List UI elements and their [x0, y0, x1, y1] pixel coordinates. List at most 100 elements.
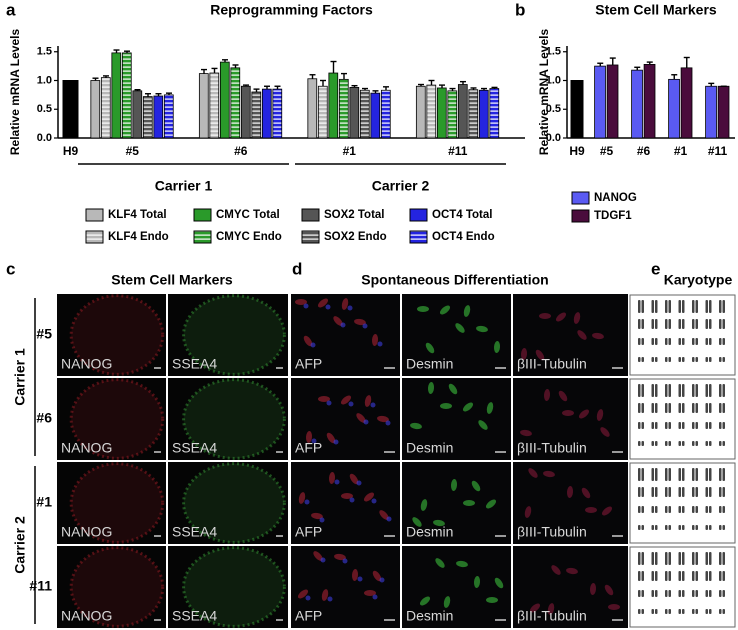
chromosome: [665, 441, 668, 446]
chromosome: [665, 422, 668, 429]
nucleus: [362, 323, 368, 329]
chromosome: [651, 609, 654, 614]
cell: [372, 570, 382, 582]
panel-letter: a: [6, 0, 16, 19]
chromosome: [668, 357, 671, 362]
chromosome: [641, 525, 644, 530]
chromosome: [695, 506, 698, 513]
cell: [439, 305, 451, 315]
chromosome: [665, 487, 668, 497]
legend-label: SOX2 Endo: [324, 231, 387, 243]
legend-label: NANOG: [594, 192, 637, 204]
chromosome: [719, 590, 722, 597]
channel-label: Desmin: [406, 440, 453, 456]
chromosome: [719, 506, 722, 513]
nucleus: [349, 497, 355, 503]
chromosome: [651, 422, 654, 429]
chromosome: [651, 590, 654, 597]
chromosome: [709, 357, 712, 362]
chromosome: [641, 552, 644, 565]
chromosome: [665, 403, 668, 413]
chromosome: [709, 590, 712, 597]
cell: [297, 589, 309, 599]
chromosome: [682, 422, 685, 429]
chromosome: [655, 338, 658, 345]
micrograph: [402, 546, 511, 628]
chromosome: [695, 441, 698, 446]
chromosome: [692, 403, 695, 413]
channel-label: Desmin: [406, 608, 453, 624]
cell: [340, 395, 352, 405]
chromosome: [638, 609, 641, 614]
cell: [363, 492, 375, 502]
bar: [359, 89, 370, 139]
y-tick-label: 0.0: [546, 132, 561, 144]
chromosome: [665, 338, 668, 345]
micrograph: [57, 546, 166, 628]
channel-label: SSEA4: [172, 524, 217, 540]
chromosome: [705, 357, 708, 362]
cell: [562, 410, 574, 416]
nucleus: [305, 595, 311, 601]
bar: [153, 95, 164, 139]
legend-label: OCT4 Total: [432, 209, 492, 221]
chromosome: [678, 468, 681, 481]
chromosome: [719, 319, 722, 329]
chromosome: [692, 357, 695, 362]
x-tick-label: #6: [234, 144, 248, 158]
chromosome: [651, 525, 654, 530]
chromosome: [705, 487, 708, 497]
cell: [543, 389, 551, 401]
chromosome: [695, 422, 698, 429]
cell: [450, 479, 458, 491]
chromosome: [722, 403, 725, 413]
chromosome: [641, 609, 644, 614]
channel-label: NANOG: [61, 356, 112, 372]
chromosome: [655, 487, 658, 497]
nucleus: [340, 322, 346, 328]
chromosome: [719, 487, 722, 497]
bar: [100, 77, 111, 139]
micrograph: [57, 294, 166, 376]
chromosome: [709, 552, 712, 565]
bar: [717, 85, 730, 139]
x-tick-label: #5: [126, 144, 140, 158]
row-label: #6: [36, 410, 52, 426]
chromosome: [678, 590, 681, 597]
x-tick-label: #11: [708, 144, 728, 158]
chromosome: [682, 403, 685, 413]
chromosome: [722, 468, 725, 481]
channel-label: βIII-Tubulin: [517, 608, 587, 624]
x-tick-label: #11: [448, 144, 468, 158]
micrograph: [168, 378, 288, 460]
legend-swatch: [301, 230, 320, 244]
x-tick-label: #6: [637, 144, 651, 158]
cell: [596, 409, 604, 421]
y-tick-label: 0.0: [37, 132, 52, 144]
chromosome: [682, 506, 685, 513]
bar: [251, 91, 262, 139]
chromosome: [651, 319, 654, 329]
cell: [581, 487, 591, 499]
bar: [489, 88, 500, 139]
chromosome: [722, 319, 725, 329]
legend-swatch: [301, 208, 320, 222]
cell: [520, 348, 528, 360]
chromosome: [638, 384, 641, 397]
chromosome: [665, 300, 668, 313]
channel-label: NANOG: [61, 524, 112, 540]
cell: [425, 342, 435, 354]
micrograph: [57, 378, 166, 460]
cell: [585, 507, 597, 513]
chromosome: [709, 403, 712, 413]
chromosome: [709, 487, 712, 497]
chromosome: [722, 571, 725, 581]
chromosome: [705, 338, 708, 345]
chromosome: [668, 422, 671, 429]
chromosome: [655, 590, 658, 597]
chromosome: [668, 441, 671, 446]
x-tick-label: #1: [674, 144, 688, 158]
cell: [341, 298, 349, 310]
chromosome: [709, 384, 712, 397]
chromosome: [678, 552, 681, 565]
